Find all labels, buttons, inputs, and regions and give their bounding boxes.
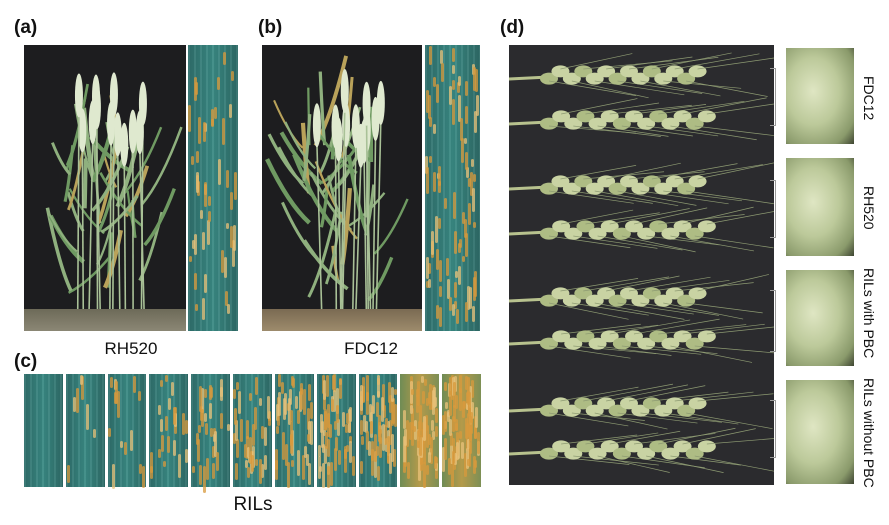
spikelet-closeup-ril-no-pbc	[786, 380, 854, 484]
spikelet-closeup-rh520	[786, 158, 854, 256]
group-bracket-rh520	[770, 180, 776, 238]
ril-leaf	[65, 374, 105, 487]
caption-fdc12: FDC12	[344, 339, 398, 358]
group-bracket-ril-pbc	[770, 290, 776, 352]
plant-photo-rh520	[24, 45, 186, 331]
ril-leaf	[233, 374, 272, 487]
ril-leaf	[191, 374, 231, 493]
panel-b-letter: (b)	[258, 17, 283, 38]
wheat-plant-icon	[45, 72, 183, 312]
ril-leaf	[316, 374, 356, 488]
caption-rh520: RH520	[104, 339, 158, 358]
leaf-photo-fdc12	[425, 45, 480, 331]
panel-d-letter: (d)	[500, 17, 525, 38]
group-bracket-fdc12	[770, 68, 776, 126]
panel-c-letter: (c)	[14, 351, 38, 372]
plant-photo-fdc12	[262, 45, 422, 331]
leaf-photo-rh520	[188, 45, 238, 331]
caption-rils: RILs	[233, 494, 273, 515]
spike-photo	[509, 45, 774, 485]
wheat-plant-icon	[265, 55, 409, 312]
spikelet-closeup-ril-pbc	[786, 270, 854, 366]
ril-leaf	[24, 374, 63, 487]
group-bracket-ril-no-pbc	[770, 400, 776, 458]
ril-leaf	[149, 374, 189, 487]
group-label-rh520: RH520	[861, 186, 877, 230]
ril-leaf	[107, 374, 147, 489]
ril-leaf	[358, 374, 398, 487]
wheat-spike-icon	[509, 52, 774, 473]
ril-leaf	[442, 374, 481, 488]
panel-a-letter: (a)	[14, 17, 38, 38]
group-label-ril-no-pbc: RILs without PBC	[861, 378, 877, 488]
ril-leaf	[400, 374, 440, 488]
group-label-fdc12: FDC12	[861, 76, 877, 121]
ril-leaf-strip	[23, 374, 483, 493]
ril-leaf	[274, 374, 314, 488]
spikelet-closeup-fdc12	[786, 48, 854, 144]
group-label-ril-pbc: RILs with PBC	[861, 268, 877, 359]
